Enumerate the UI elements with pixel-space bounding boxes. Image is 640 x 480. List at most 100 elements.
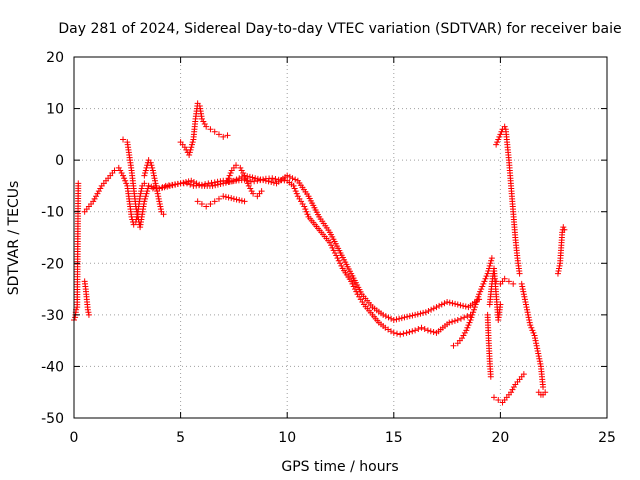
data-point-fall-21: [527, 322, 534, 329]
data-point-tail-18: [485, 268, 492, 275]
data-point-fall-21: [530, 329, 537, 336]
data-point-main-a: [118, 170, 125, 177]
data-point-main-a: [121, 175, 128, 182]
x-tick-label: 0: [70, 430, 79, 446]
data-point-main-b: [260, 177, 267, 184]
chart-title: Day 281 of 2024, Sidereal Day-to-day VTE…: [58, 21, 621, 37]
data-point-bump-a: [142, 167, 149, 174]
data-point-low-branch: [222, 193, 229, 200]
data-point-main-b: [425, 307, 432, 314]
data-point-fall-21: [523, 304, 530, 311]
data-point-bump-a: [154, 188, 161, 195]
data-point-main-b: [444, 298, 451, 305]
data-point-bump-a: [157, 203, 164, 210]
data-point-peak-7: [227, 170, 234, 177]
y-tick-label: -30: [41, 308, 64, 324]
data-point-tail-18: [460, 332, 467, 339]
data-point-peak-7: [225, 175, 232, 182]
data-point-main-b: [398, 315, 405, 322]
data-point-fall-21: [525, 314, 532, 321]
data-point-fall-21: [520, 291, 527, 298]
data-point-main-b: [292, 176, 299, 183]
data-point-rise-20: [497, 131, 504, 138]
data-point-rise-20: [496, 133, 503, 140]
data-point-flat-20: [505, 278, 512, 285]
data-point-main-a: [331, 249, 338, 256]
data-point-low-branch: [215, 195, 222, 202]
data-point-main-b: [143, 190, 150, 197]
data-point-tail-18: [450, 342, 457, 349]
data-marks: [71, 100, 568, 406]
data-point-main-a: [333, 252, 340, 259]
data-point-peak-7: [241, 172, 248, 179]
data-point-bump-a: [147, 159, 154, 166]
data-point-peak-7: [226, 172, 233, 179]
data-point-main-a: [97, 185, 104, 192]
data-point-peak-7: [247, 185, 254, 192]
data-point-main-a: [272, 175, 279, 182]
y-tick-label: 0: [55, 153, 64, 169]
data-point-main-a: [409, 328, 416, 335]
data-point-flat-20: [493, 278, 500, 285]
data-point-tail-18: [465, 322, 472, 329]
data-point-bump-a: [152, 177, 159, 184]
data-point-main-a: [328, 242, 335, 249]
data-point-main-a: [293, 190, 300, 197]
data-point-main-b: [417, 310, 424, 317]
data-point-main-b: [182, 179, 189, 186]
data-point-main-a: [390, 329, 397, 336]
data-point-tail-18: [477, 288, 484, 295]
y-tick-label: 20: [46, 50, 64, 66]
data-point-fall-21: [519, 286, 526, 293]
data-point-rise-20: [516, 270, 523, 277]
data-point-peak-7: [243, 177, 250, 184]
data-point-fall-21: [540, 384, 547, 391]
data-point-fall-21: [536, 355, 543, 362]
data-point-main-b: [385, 314, 392, 321]
data-point-main-a: [464, 313, 471, 320]
data-point-bump-a: [149, 167, 156, 174]
data-point-main-a: [211, 179, 218, 186]
data-point-main-a: [418, 324, 425, 331]
x-axis-label: GPS time / hours: [281, 459, 398, 475]
data-point-main-a: [303, 208, 310, 215]
y-tick-label: -10: [41, 205, 64, 221]
data-point-tail-18: [470, 306, 477, 313]
data-point-low-branch: [230, 195, 237, 202]
data-point-main-a: [454, 317, 461, 324]
data-point-main-b: [238, 173, 245, 180]
data-point-main-a: [415, 326, 422, 333]
data-point-main-a: [351, 286, 358, 293]
data-point-bump-a: [154, 190, 161, 197]
data-point-main-b: [209, 182, 216, 189]
data-point-tail-18: [479, 283, 486, 290]
data-point-fall-21: [531, 332, 538, 339]
data-point-main-a: [400, 330, 407, 337]
data-point-fall-21: [536, 358, 543, 365]
data-point-main-b: [460, 302, 467, 309]
data-point-peak-7: [245, 182, 252, 189]
data-point-rise-20: [501, 123, 508, 130]
data-point-fall-21: [529, 327, 536, 334]
data-point-fall-21: [537, 360, 544, 367]
data-point-fall-21: [535, 350, 542, 357]
data-point-low-branch: [238, 197, 245, 204]
data-point-fall-21: [520, 288, 527, 295]
data-point-main-b: [430, 305, 437, 312]
data-point-bump-a: [152, 180, 159, 187]
data-point-main-b: [196, 181, 203, 188]
data-point-fall-21: [518, 280, 525, 287]
data-point-low-20: [495, 396, 502, 403]
data-point-main-a: [141, 180, 148, 187]
data-point-main-a: [338, 262, 345, 269]
data-point-low-branch: [220, 193, 227, 200]
x-tick-label: 10: [278, 430, 296, 446]
data-point-bump-b: [186, 149, 193, 156]
data-point-tail-18: [481, 278, 488, 285]
data-point-peak-7: [237, 164, 244, 171]
data-point-main-b: [166, 182, 173, 189]
data-point-fall-21: [524, 309, 531, 316]
data-point-main-b: [177, 180, 184, 187]
data-point-rise-20: [493, 141, 500, 148]
data-point-bump-b: [188, 141, 195, 148]
